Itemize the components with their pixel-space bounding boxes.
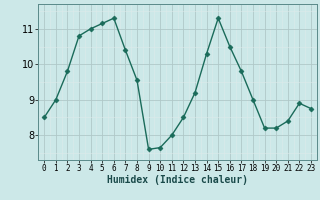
X-axis label: Humidex (Indice chaleur): Humidex (Indice chaleur) bbox=[107, 175, 248, 185]
